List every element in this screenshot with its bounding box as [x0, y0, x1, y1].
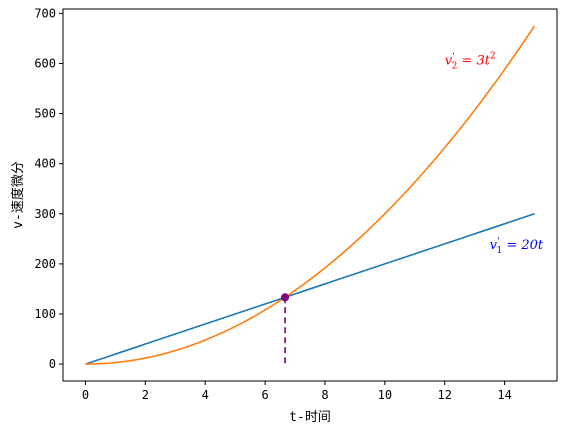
y-tick-label: 600 [34, 56, 56, 70]
x-tick-label: 14 [497, 388, 511, 402]
y-tick-label: 100 [34, 307, 56, 321]
axis-ticks: 0 2 4 6 8 10 12 14 0 100 200 300 400 500 600 700 [34, 6, 512, 402]
x-tick-label: 8 [321, 388, 328, 402]
x-axis-label: t-时间 [289, 410, 331, 425]
x-tick-label: 4 [202, 388, 209, 402]
y-tick-label: 0 [49, 357, 56, 371]
annotation-2: v' 2 = 3t2 [445, 51, 496, 71]
plot-area [85, 25, 536, 365]
x-tick-label: 12 [438, 388, 452, 402]
y-tick-label: 400 [34, 157, 56, 171]
x-tick-label: 10 [378, 388, 392, 402]
series-line-1 [85, 213, 535, 365]
x-tick-label: 2 [142, 388, 149, 402]
y-tick-label: 700 [34, 6, 56, 20]
intersection-point [281, 293, 290, 302]
y-tick-label: 500 [34, 107, 56, 121]
y-tick-label: 300 [34, 207, 56, 221]
annotations: v' 1 = 20t v' 2 = 3t2 [445, 51, 544, 255]
series-line-2 [85, 25, 536, 365]
y-tick-label: 200 [34, 257, 56, 271]
x-tick-label: 0 [82, 388, 89, 402]
plot-frame [62, 8, 558, 382]
x-tick-label: 6 [261, 388, 268, 402]
annotation-1: v' 1 = 20t [490, 237, 544, 256]
y-axis-label: v-速度微分 [10, 161, 26, 229]
